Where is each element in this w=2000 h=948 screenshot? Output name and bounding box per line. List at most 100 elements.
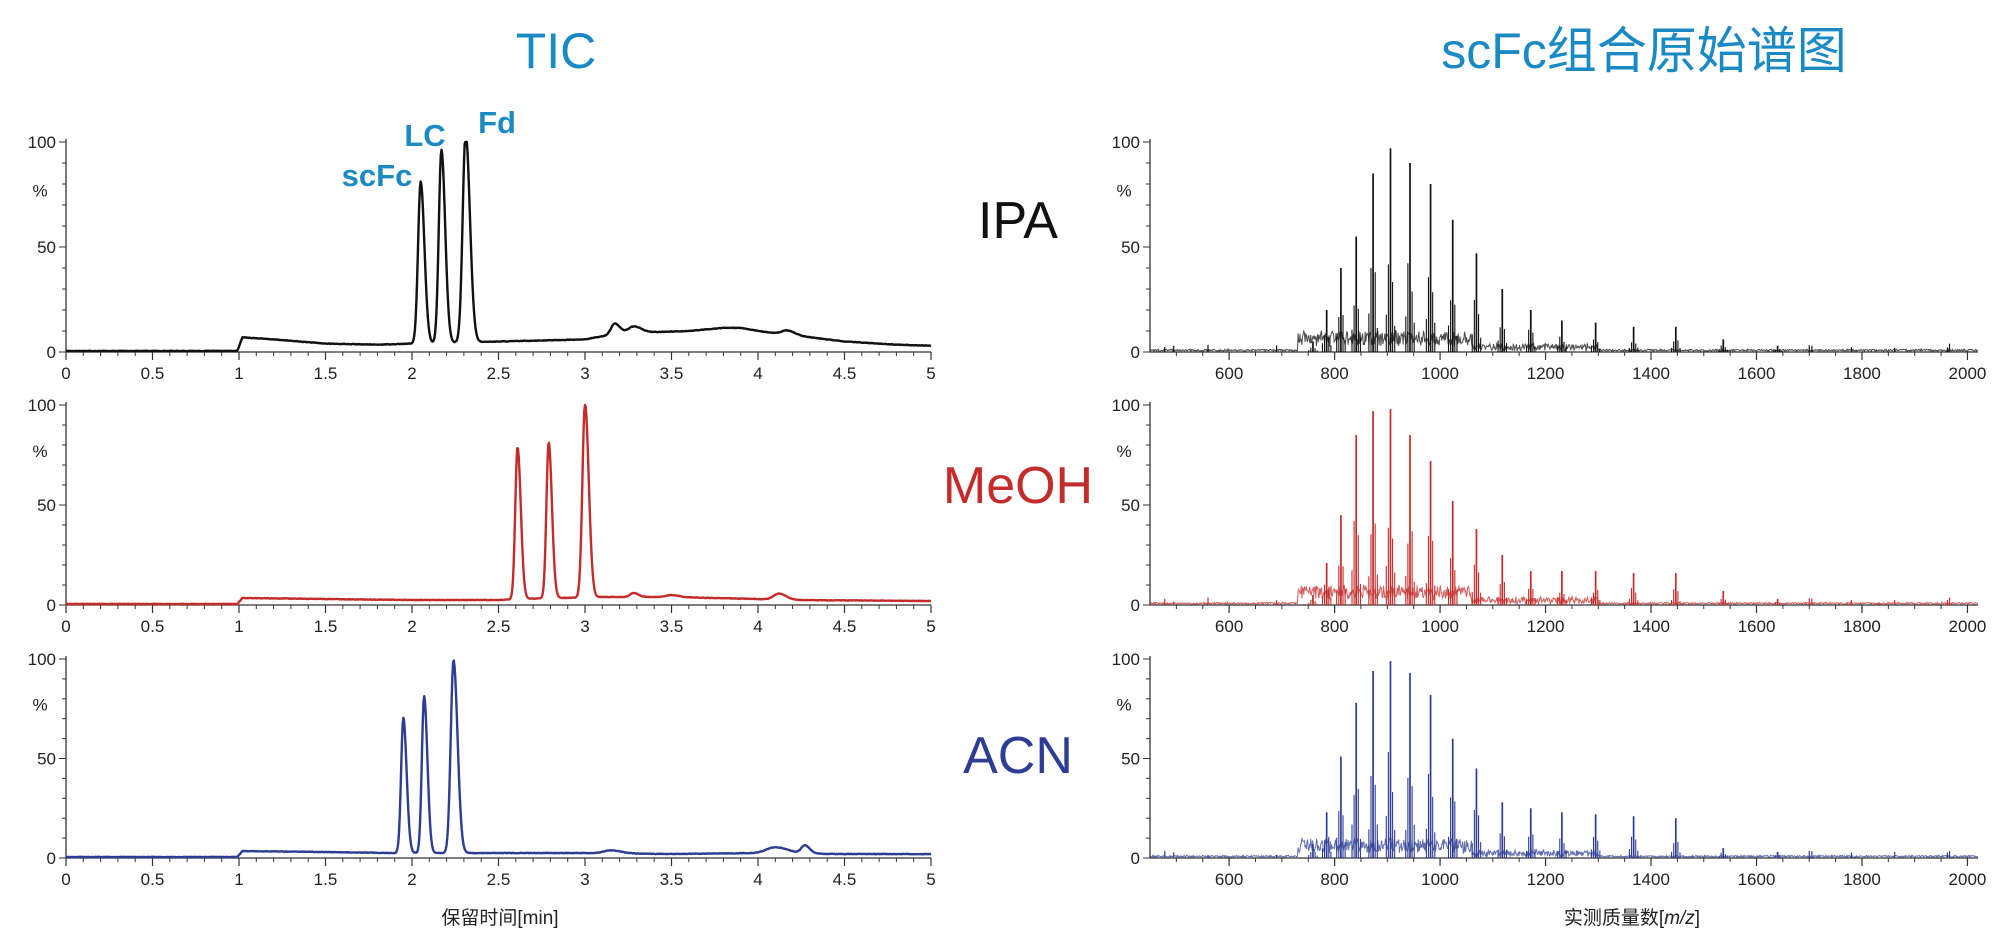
tic-acn-y-tick-label: 0 — [47, 849, 56, 868]
tic-ipa-x-tick-label: 4 — [753, 364, 762, 383]
tic-meoh-x-tick-label: 3 — [580, 617, 589, 636]
ms-x-axis-title-unit: m/z — [1664, 908, 1695, 929]
tic-acn-y-tick-label: 100 — [28, 650, 56, 669]
ms-meoh-axes: 0 50 100% 600 800 1000 1200 1400 1600 1800 2000 — [1112, 396, 1987, 636]
peak-label-scfc: scFc — [342, 158, 413, 193]
tic-acn-x-tick-label: 3 — [580, 870, 589, 889]
ms-ipa-x-tick-label: 1200 — [1527, 364, 1565, 383]
tic-ipa-y-axis-unit: % — [32, 182, 47, 201]
tic-ipa-x-tick-label: 2.5 — [487, 364, 511, 383]
ms-meoh-x-tick-label: 1000 — [1421, 617, 1459, 636]
tic-title: TIC — [516, 23, 597, 79]
tic-meoh-x-tick-label: 0 — [61, 617, 70, 636]
tic-acn-y-axis-unit: % — [32, 696, 47, 715]
ms-x-axis-title-prefix: 实测质量数[ — [1564, 907, 1665, 929]
ms-meoh-x-tick-label: 600 — [1215, 617, 1243, 636]
peak-label-fd: Fd — [478, 105, 516, 140]
ms-acn-x-tick-label: 800 — [1320, 870, 1348, 889]
tic-acn-axes: 0 50 100% 0 0.5 1 1.5 2 2.5 3 3.5 4 4.5 5 — [28, 650, 936, 889]
ms-x-axis-title: 实测质量数[m/z] — [1564, 907, 1700, 929]
tic-acn-x-tick-label: 3.5 — [660, 870, 684, 889]
ms-ipa-series — [1149, 148, 1978, 353]
ms-acn-x-tick-label: 1000 — [1421, 870, 1459, 889]
ms-acn-y-tick-label: 0 — [1131, 849, 1140, 868]
ms-ipa-x-tick-label: 1600 — [1738, 364, 1776, 383]
ms-acn-x-tick-label: 1200 — [1527, 870, 1565, 889]
tic-ipa-y-tick-label: 0 — [47, 343, 56, 362]
tic-acn-x-tick-label: 2 — [407, 870, 416, 889]
ms-acn-y-tick-label: 100 — [1112, 650, 1140, 669]
ms-ipa-x-tick-label: 600 — [1215, 364, 1243, 383]
tic-meoh-x-tick-label: 5 — [926, 617, 935, 636]
ms-ipa-x-tick-label: 1800 — [1843, 364, 1881, 383]
solvent-label-acn: ACN — [963, 727, 1073, 785]
tic-meoh-x-tick-label: 1 — [234, 617, 243, 636]
tic-ipa-series — [65, 140, 932, 353]
ms-x-axis-title-suffix: ] — [1695, 908, 1700, 929]
ms-meoh-x-tick-label: 1800 — [1843, 617, 1881, 636]
tic-ipa-x-tick-label: 3 — [580, 364, 589, 383]
tic-acn-x-tick-label: 1.5 — [314, 870, 338, 889]
ms-meoh-y-tick-label: 50 — [1121, 496, 1140, 515]
tic-acn-x-tick-label: 4.5 — [833, 870, 857, 889]
tic-ipa-y-tick-label: 100 — [28, 133, 56, 152]
tic-acn-series — [65, 659, 932, 859]
tic-acn-x-tick-label: 5 — [926, 870, 935, 889]
tic-ipa-x-tick-label: 0.5 — [141, 364, 165, 383]
tic-ipa-axes: 0 50 100% 0 0.5 1 1.5 2 2.5 3 3.5 4 4.5 5 — [28, 133, 936, 383]
tic-ipa-y-tick-label: 50 — [37, 238, 56, 257]
ms-meoh-x-tick-label: 1600 — [1738, 617, 1776, 636]
tic-meoh-x-tick-label: 3.5 — [660, 617, 684, 636]
ms-ipa-x-tick-label: 2000 — [1949, 364, 1987, 383]
ms-meoh-x-tick-label: 1200 — [1527, 617, 1565, 636]
ms-meoh-x-tick-label: 1400 — [1632, 617, 1670, 636]
tic-meoh-x-tick-label: 2 — [407, 617, 416, 636]
ms-meoh-y-tick-label: 100 — [1112, 396, 1140, 415]
ms-ipa-y-tick-label: 100 — [1112, 133, 1140, 152]
tic-acn-y-tick-label: 50 — [37, 750, 56, 769]
tic-meoh-x-tick-label: 4 — [753, 617, 762, 636]
ms-acn-x-tick-label: 1800 — [1843, 870, 1881, 889]
tic-meoh-y-tick-label: 50 — [37, 496, 56, 515]
ms-ipa-x-tick-label: 1000 — [1421, 364, 1459, 383]
ms-meoh-series — [1149, 409, 1978, 606]
ms-ipa-x-tick-label: 800 — [1320, 364, 1348, 383]
tic-ipa-x-tick-label: 2 — [407, 364, 416, 383]
tic-ipa-x-tick-label: 5 — [926, 364, 935, 383]
ms-acn-x-tick-label: 1400 — [1632, 870, 1670, 889]
peak-label-lc: LC — [404, 118, 445, 153]
tic-x-axis-title: 保留时间[min] — [441, 907, 558, 929]
mass-spectrum-title: scFc组合原始谱图 — [1441, 23, 1847, 79]
ms-ipa-y-tick-label: 0 — [1131, 343, 1140, 362]
ms-acn-series — [1149, 660, 1979, 859]
ms-ipa-y-tick-label: 50 — [1121, 238, 1140, 257]
tic-ipa-x-tick-label: 3.5 — [660, 364, 684, 383]
tic-acn-x-tick-label: 0 — [61, 870, 70, 889]
ms-acn-x-tick-label: 2000 — [1949, 870, 1987, 889]
tic-meoh-series — [65, 403, 932, 606]
tic-acn-x-tick-label: 0.5 — [141, 870, 165, 889]
tic-acn-x-tick-label: 4 — [753, 870, 762, 889]
tic-meoh-y-tick-label: 0 — [47, 596, 56, 615]
tic-meoh-x-tick-label: 4.5 — [833, 617, 857, 636]
tic-meoh-x-tick-label: 0.5 — [141, 617, 165, 636]
tic-ipa-x-tick-label: 0 — [61, 364, 70, 383]
tic-acn-trace — [65, 659, 932, 859]
tic-ipa-x-tick-label: 1 — [234, 364, 243, 383]
ms-ipa-axes: 0 50 100% 600 800 1000 1200 1400 1600 1800 2000 — [1112, 133, 1987, 383]
solvent-label-ipa: IPA — [978, 192, 1058, 250]
ms-acn-y-tick-label: 50 — [1121, 750, 1140, 769]
ms-acn-x-tick-label: 1600 — [1738, 870, 1776, 889]
tic-meoh-y-axis-unit: % — [32, 442, 47, 461]
ms-meoh-y-tick-label: 0 — [1131, 596, 1140, 615]
solvent-label-meoh: MeOH — [943, 457, 1093, 515]
ms-meoh-x-tick-label: 2000 — [1949, 617, 1987, 636]
tic-meoh-y-tick-label: 100 — [28, 396, 56, 415]
ms-acn-y-axis-unit: % — [1116, 696, 1131, 715]
tic-ipa-x-tick-label: 1.5 — [314, 364, 338, 383]
tic-acn-x-tick-label: 1 — [234, 870, 243, 889]
tic-meoh-trace — [65, 403, 932, 606]
tic-ipa-x-tick-label: 4.5 — [833, 364, 857, 383]
